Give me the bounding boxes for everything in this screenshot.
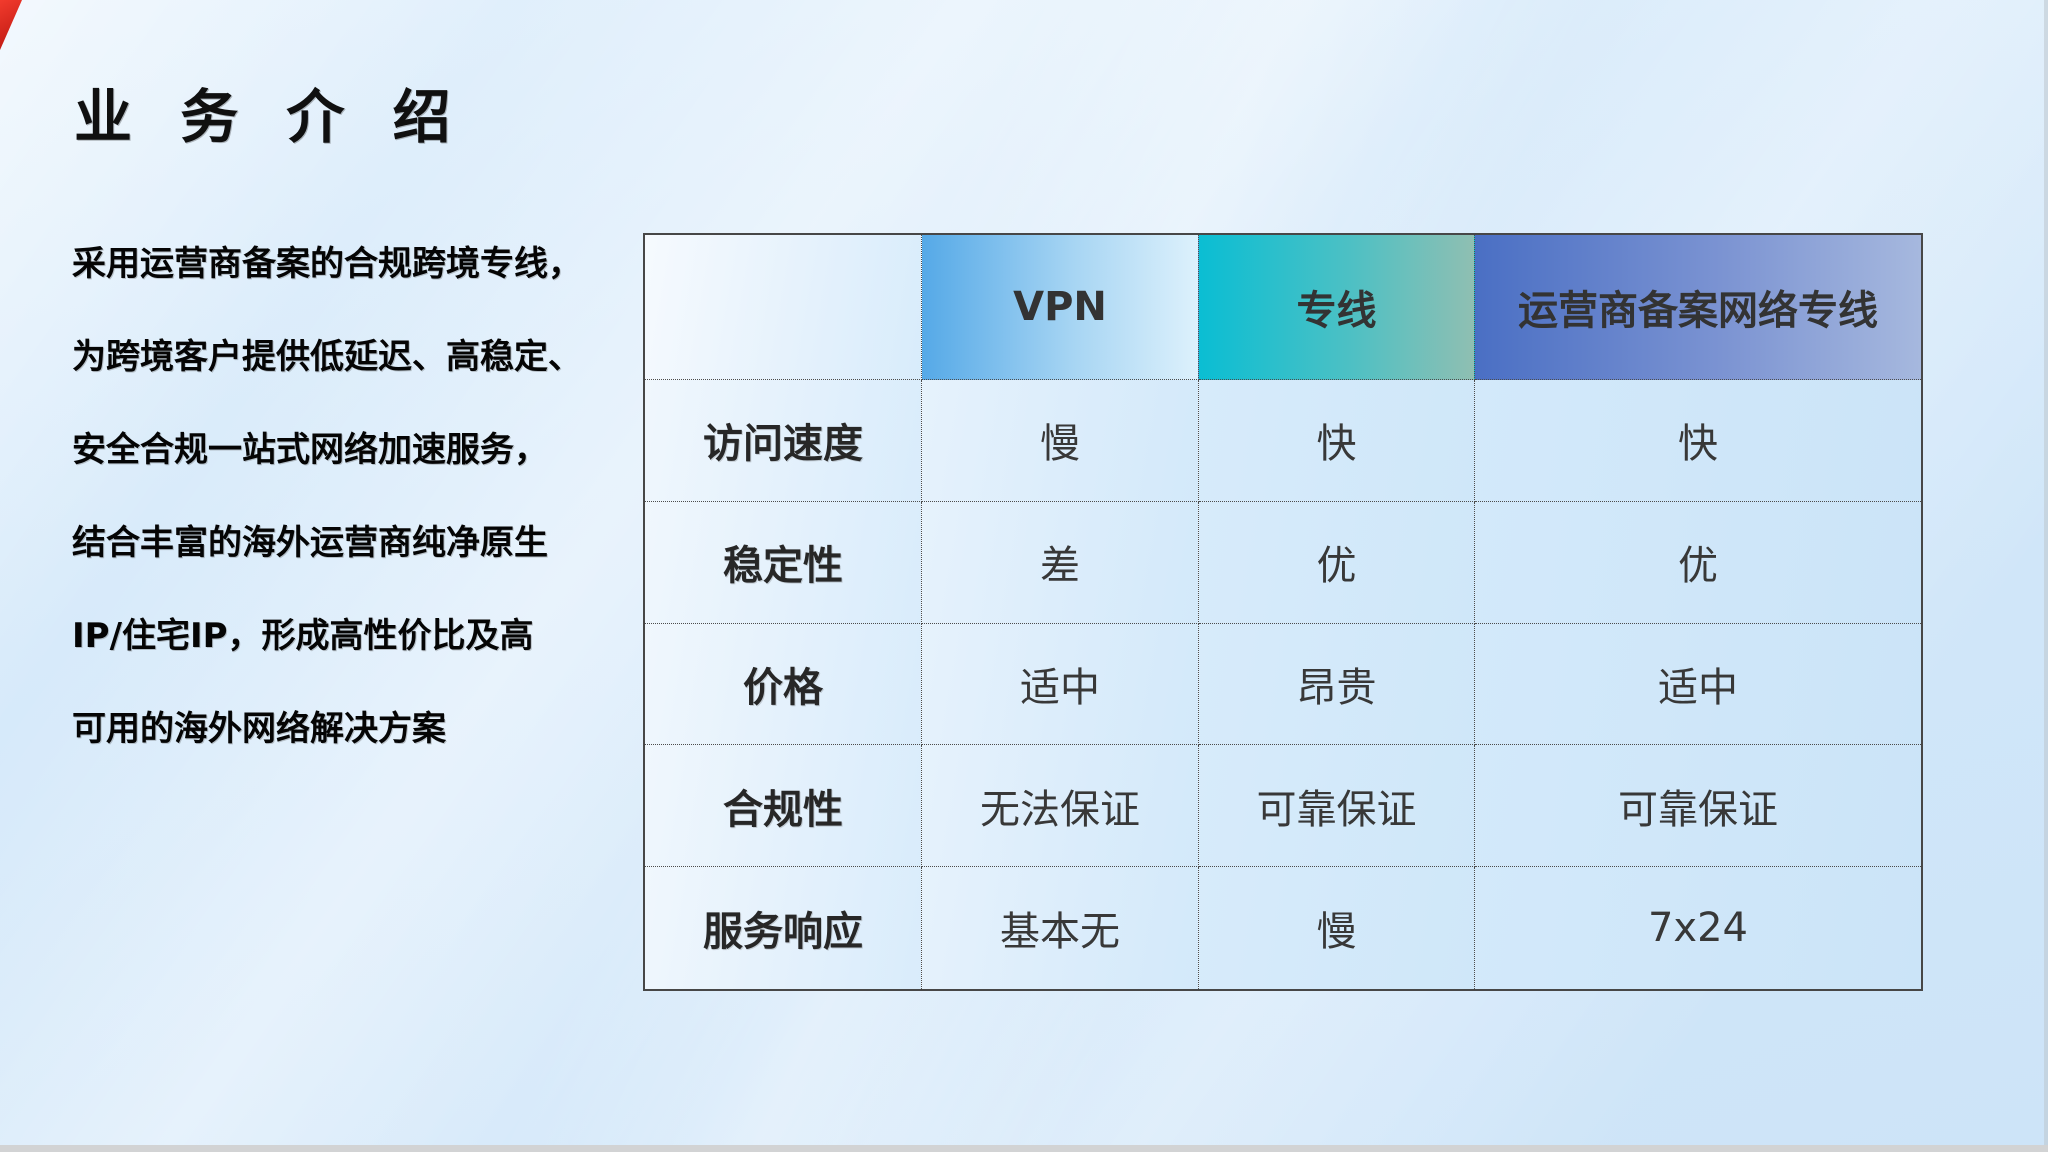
table-cell: 昂贵 [1199, 623, 1475, 746]
table-cell: 优 [1475, 501, 1921, 624]
description-line: 安全合规一站式网络加速服务， [72, 430, 548, 470]
row-label-stability: 稳定性 [645, 501, 922, 624]
description-line: 可用的海外网络解决方案 [72, 709, 446, 749]
table-cell: 慢 [922, 380, 1199, 502]
table-cell: 快 [1475, 380, 1921, 502]
comparison-table: VPN 专线 运营商备案网络专线 访问速度 慢 快 快 稳定性 差 优 优 价格… [643, 233, 1923, 991]
table-cell: 基本无 [922, 867, 1199, 989]
business-description: 采用运营商备案的合规跨境专线， 为跨境客户提供低延迟、高稳定、 安全合规一站式网… [72, 218, 632, 776]
window-right-edge [2044, 0, 2048, 1152]
table-header-dedicated-line: 专线 [1199, 235, 1475, 380]
table-header-vpn: VPN [922, 235, 1199, 380]
description-line: 为跨境客户提供低延迟、高稳定、 [72, 337, 582, 377]
row-label-access-speed: 访问速度 [645, 380, 922, 502]
table-cell: 快 [1199, 380, 1475, 502]
table-cell: 可靠保证 [1475, 745, 1921, 868]
window-bottom-edge [0, 1145, 2048, 1152]
table-cell: 7x24 [1475, 867, 1921, 989]
table-cell: 适中 [922, 623, 1199, 746]
table-cell: 差 [922, 501, 1199, 624]
description-line: IP/住宅IP，形成高性价比及高 [72, 616, 534, 656]
table-header-blank [645, 235, 922, 380]
row-label-service-response: 服务响应 [645, 867, 922, 989]
table-cell: 慢 [1199, 867, 1475, 989]
table-cell: 可靠保证 [1199, 745, 1475, 868]
page-title: 业 务 介 绍 [74, 83, 465, 151]
row-label-compliance: 合规性 [645, 745, 922, 868]
red-corner-accent [0, 0, 22, 50]
table-cell: 适中 [1475, 623, 1921, 746]
description-line: 结合丰富的海外运营商纯净原生 [72, 523, 548, 563]
table-cell: 优 [1199, 501, 1475, 624]
description-line: 采用运营商备案的合规跨境专线， [72, 244, 582, 284]
table-cell: 无法保证 [922, 745, 1199, 868]
table-header-carrier-line: 运营商备案网络专线 [1475, 235, 1921, 380]
row-label-price: 价格 [645, 623, 922, 746]
